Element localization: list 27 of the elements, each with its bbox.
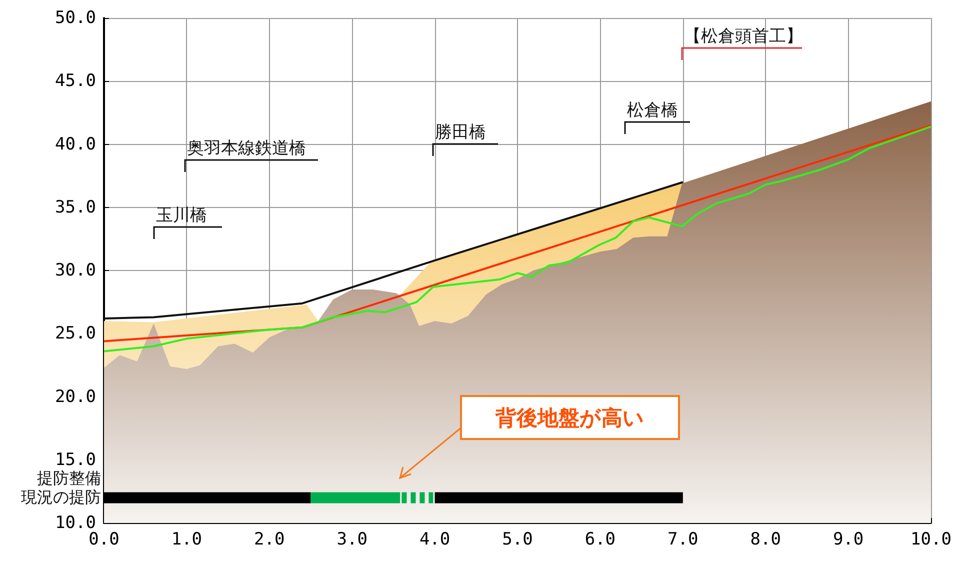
y-tick-label: 25.0 [55, 324, 96, 344]
annotation: 勝田橋 [435, 122, 486, 142]
y-tick-label: 35.0 [55, 197, 96, 218]
annotation: 松倉橋 [627, 100, 678, 120]
text: 現況の提防 [21, 488, 101, 506]
y-tick-label: 30.0 [55, 260, 96, 280]
x-tick-label: 3.0 [336, 530, 368, 550]
y-tick-label: 15.0 [55, 450, 96, 470]
annotation: 【松倉頭首工】 [684, 26, 803, 46]
x-tick-label: 7.0 [668, 530, 698, 550]
text: 提防整備 [37, 468, 101, 488]
annotation: 玉川橋 [156, 206, 207, 226]
callout-box: 背後地盤が高い [460, 395, 680, 440]
line-series [103, 181, 684, 320]
x-tick-label: 9.0 [832, 530, 864, 550]
x-tick-label: 5.0 [502, 530, 533, 550]
annotation: 奥羽本線鉄道橋 [187, 138, 306, 158]
x-tick-label: 4.0 [419, 530, 450, 550]
x-tick-label: 8.0 [750, 530, 781, 550]
x-tick-label: 2.0 [254, 530, 285, 550]
x-tick-label: 1.0 [171, 530, 202, 550]
x-tick-label: 10.0 [910, 530, 952, 550]
y-tick-label: 20.0 [55, 386, 96, 407]
y-tick-label: 50.0 [55, 8, 96, 28]
y-tick-label: 40.0 [55, 134, 96, 154]
y-tick-label: 45.0 [55, 71, 96, 92]
x-tick-label: 6.0 [584, 530, 616, 550]
